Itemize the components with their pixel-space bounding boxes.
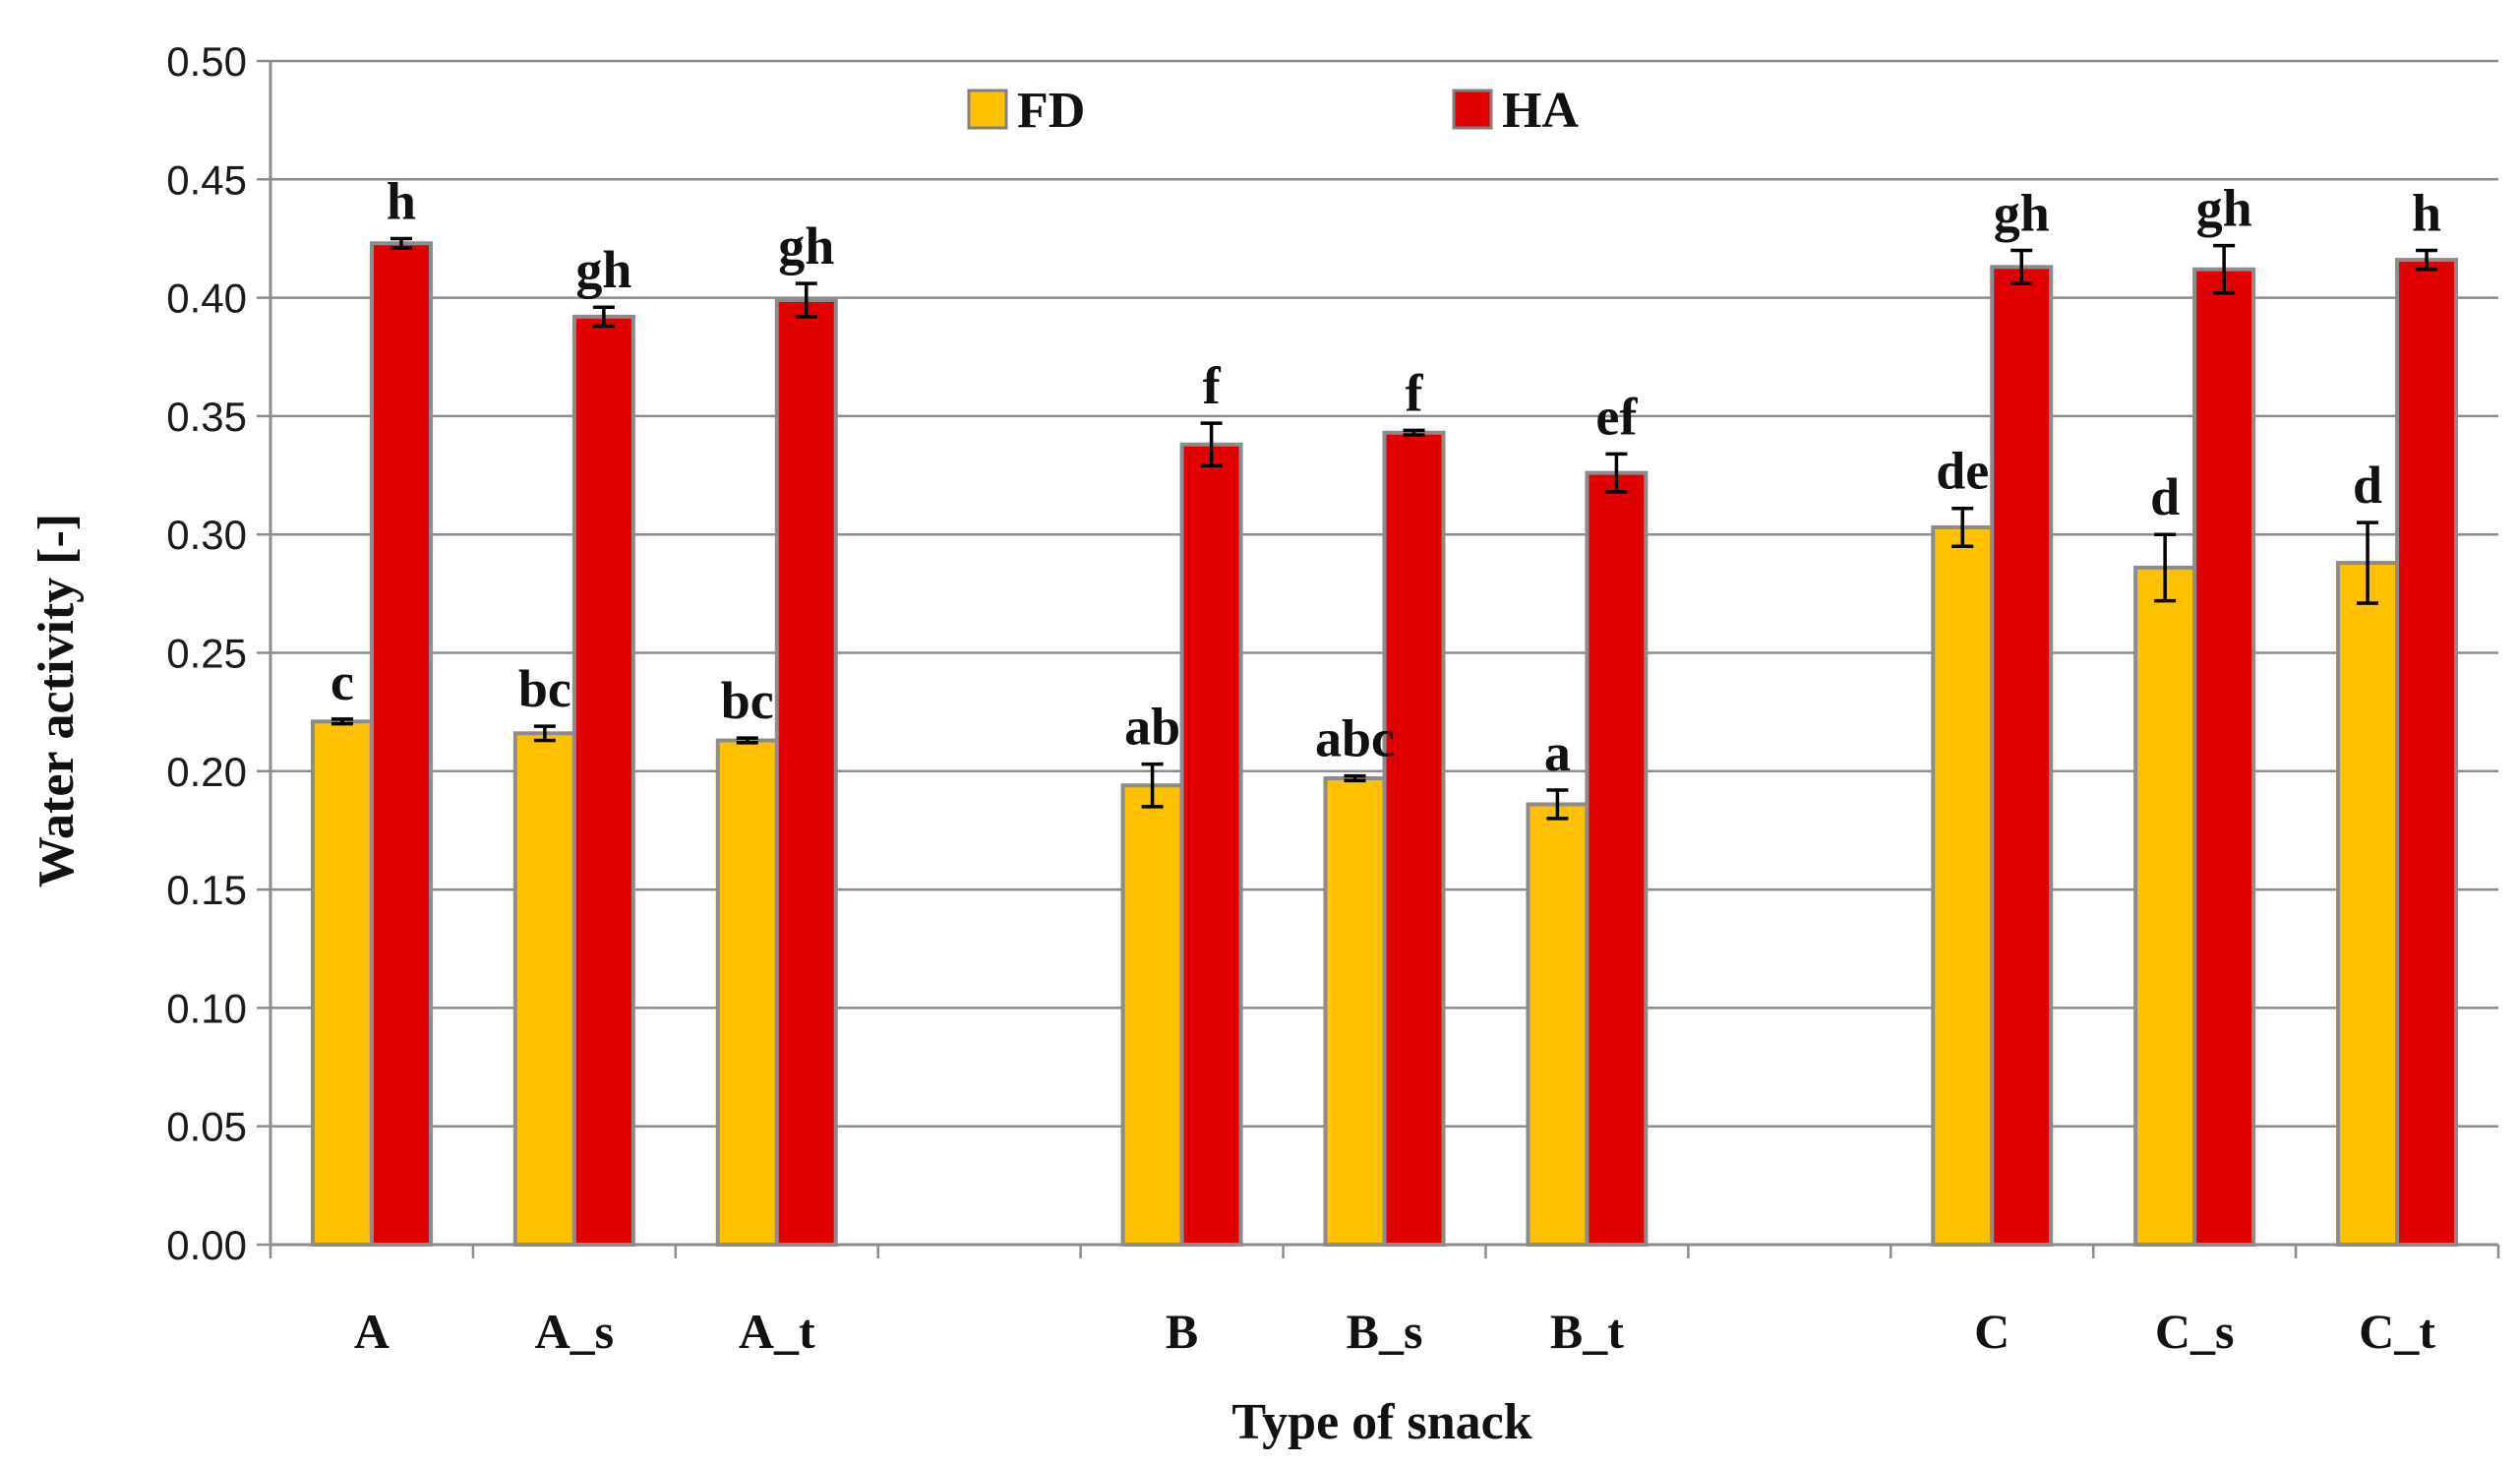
- legend-swatch-ha: [1452, 89, 1493, 130]
- significance-label-ha: gh: [2196, 179, 2252, 238]
- significance-label-ha: h: [387, 171, 416, 230]
- bar-ha: [1990, 265, 2054, 1247]
- significance-label-fd: ab: [1124, 698, 1180, 757]
- bar-ha: [1382, 430, 1446, 1247]
- bars: [310, 236, 2459, 1248]
- significance-label-ha: f: [1406, 363, 1424, 422]
- significance-label-ha: gh: [1994, 183, 2050, 242]
- x-category-label: B: [1166, 1304, 1198, 1359]
- bar-fd: [1323, 776, 1387, 1247]
- x-category-label: C_s: [2155, 1304, 2235, 1359]
- significance-label-fd: bc: [721, 671, 774, 730]
- x-category-labels: A A_s A_t B B_s B_t C C_s C_t: [354, 1304, 2435, 1359]
- bar-fd: [1120, 783, 1184, 1248]
- bar-fd: [2336, 561, 2400, 1247]
- significance-label-ha: ef: [1595, 387, 1638, 446]
- bar-ha: [774, 298, 838, 1248]
- bar-ha: [2395, 258, 2459, 1247]
- x-category-label: C: [1974, 1304, 2010, 1359]
- x-category-label: B_s: [1347, 1304, 1423, 1359]
- legend-label-fd: FD: [1017, 83, 1085, 139]
- y-axis-title: Water activity [-]: [29, 514, 85, 887]
- bar-fd: [715, 738, 779, 1247]
- bar-fd: [1931, 524, 1995, 1247]
- x-axis-title: Type of snack: [1231, 1394, 1531, 1450]
- bar-fd: [1526, 802, 1590, 1247]
- bar-ha: [571, 314, 635, 1247]
- y-tick-labels: 0.00 0.05 0.10 0.15 0.20 0.25 0.30 0.35 0.40 0.45…: [166, 38, 247, 1268]
- significance-label-fd: abc: [1315, 709, 1395, 768]
- significance-label-ha: gh: [575, 240, 631, 299]
- significance-label-ha: gh: [778, 216, 834, 275]
- x-category-label: A: [354, 1304, 390, 1359]
- x-category-label: A_t: [739, 1304, 815, 1359]
- y-tick-label: 0.15: [166, 867, 247, 913]
- legend-label-ha: HA: [1502, 83, 1579, 139]
- bar-ha: [369, 241, 433, 1247]
- legend-swatch-fd: [967, 89, 1008, 130]
- y-tick-label: 0.40: [166, 275, 247, 322]
- y-tick-label: 0.25: [166, 631, 247, 677]
- bar-fd: [310, 719, 374, 1247]
- legend: FD HA: [967, 83, 1579, 139]
- significance-label-fd: bc: [518, 659, 571, 718]
- x-category-label: C_t: [2359, 1304, 2435, 1359]
- significance-label-fd: d: [2150, 467, 2180, 526]
- y-tick-label: 0.05: [166, 1104, 247, 1150]
- y-tick-label: 0.20: [166, 749, 247, 795]
- significance-label-fd: de: [1936, 442, 1989, 501]
- significance-label-fd: c: [330, 652, 354, 711]
- x-category-label: A_s: [535, 1304, 615, 1359]
- significance-label-ha: h: [2412, 183, 2441, 242]
- bar-ha: [1585, 470, 1649, 1248]
- axes: [257, 59, 2500, 1258]
- y-tick-label: 0.10: [166, 985, 247, 1031]
- bar-ha: [2192, 267, 2256, 1247]
- bar-fd: [2133, 565, 2197, 1247]
- significance-label-ha: f: [1203, 356, 1222, 415]
- significance-labels: c h bc gh bc gh ab f abc f a ef de gh d gh d h: [330, 171, 2441, 782]
- y-tick-label: 0.30: [166, 512, 247, 558]
- bar-ha: [1179, 442, 1243, 1248]
- x-category-label: B_t: [1550, 1304, 1624, 1359]
- bar-fd: [512, 731, 576, 1247]
- y-tick-label: 0.35: [166, 394, 247, 440]
- y-tick-label: 0.00: [166, 1222, 247, 1268]
- y-tick-label: 0.45: [166, 156, 247, 203]
- significance-label-fd: a: [1544, 723, 1571, 782]
- significance-label-fd: d: [2353, 456, 2382, 515]
- y-tick-label: 0.50: [166, 38, 247, 85]
